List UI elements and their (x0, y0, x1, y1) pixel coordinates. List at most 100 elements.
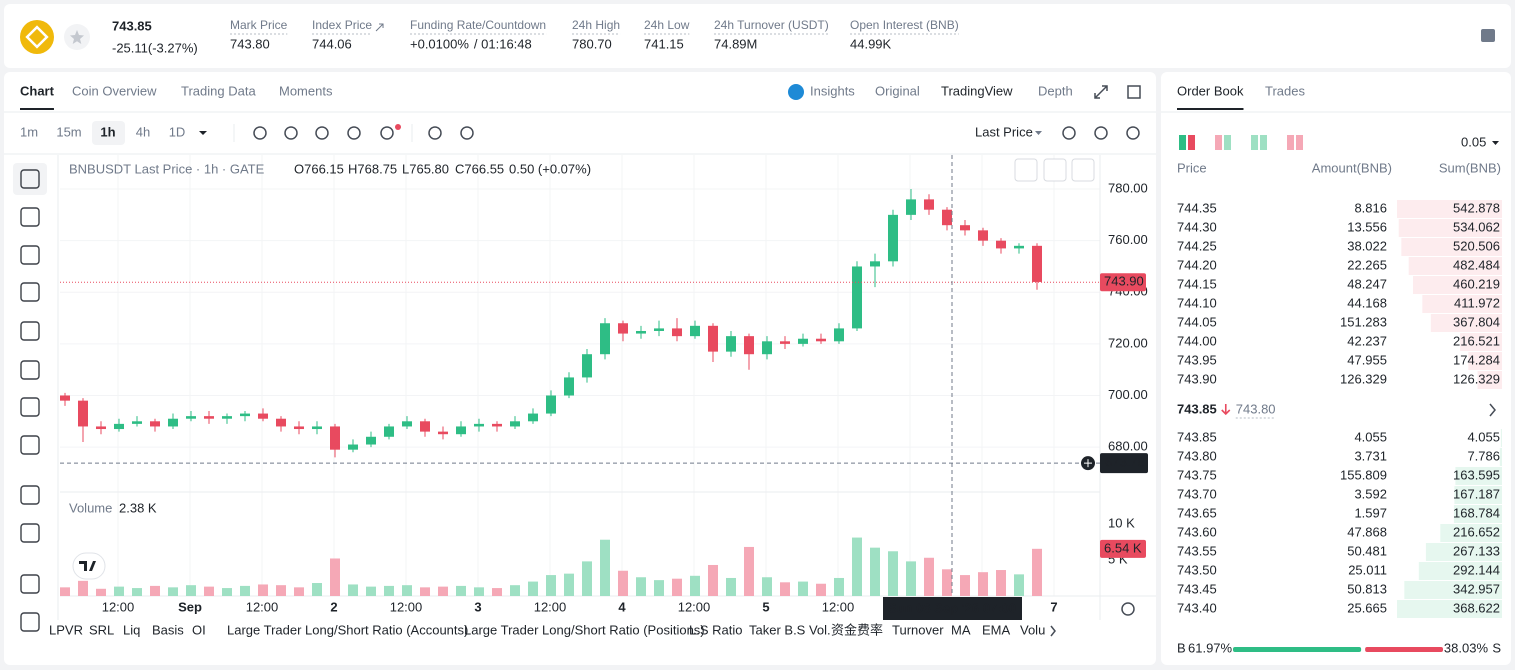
drawing-tool[interactable] (20, 169, 40, 189)
settings-icon[interactable] (1126, 126, 1140, 140)
drawing-tool[interactable] (20, 523, 40, 543)
drawing-tool[interactable] (20, 574, 40, 594)
timeframe[interactable]: 1D (169, 124, 186, 139)
camera-icon[interactable] (1094, 126, 1108, 140)
last-price: 743.85 (112, 18, 152, 33)
drawing-tool[interactable] (20, 612, 40, 632)
replay-icon[interactable] (315, 126, 329, 140)
volume-title: Volume (69, 500, 112, 515)
layout-icon[interactable] (1287, 135, 1294, 150)
redo-icon[interactable] (460, 126, 474, 140)
indicator[interactable]: Large Trader Long/Short Ratio (Accounts) (227, 622, 468, 637)
row-price: 743.90 (1177, 371, 1217, 386)
window-icon[interactable] (1127, 85, 1141, 99)
timeframe[interactable]: 1m (20, 124, 38, 139)
indicator[interactable]: Large Trader Long/Short Ratio (Positions… (464, 622, 705, 637)
drawing-tool[interactable] (20, 360, 40, 380)
undo-icon[interactable] (428, 126, 442, 140)
volume-bar (492, 588, 502, 596)
expand-icon[interactable] (1094, 85, 1108, 99)
volume-bar (672, 578, 682, 596)
orderbook-tab[interactable]: Order Book (1177, 83, 1244, 98)
candle-body (780, 341, 790, 344)
drawing-tool[interactable] (20, 282, 40, 302)
row-amount: 3.731 (1354, 448, 1387, 463)
indicator[interactable]: SRL (89, 622, 114, 637)
drawing-tool[interactable] (20, 485, 40, 505)
volume-value: 2.38 K (119, 500, 157, 515)
row-amount: 3.592 (1354, 486, 1387, 501)
row-sum: 167.187 (1453, 486, 1500, 501)
orderbook-tab[interactable]: Trades (1265, 83, 1305, 98)
indicator[interactable]: Liq (123, 622, 140, 637)
more-arrow[interactable] (1489, 403, 1496, 417)
layout-icon (1296, 135, 1303, 150)
drawing-tool[interactable] (20, 207, 40, 227)
stat-label: 24h Low (644, 18, 690, 32)
row-amount: 126.329 (1340, 371, 1387, 386)
stat-value: 744.06 (312, 36, 352, 51)
stat-label: Funding Rate/Countdown (410, 18, 546, 32)
tv-logo-mark (79, 561, 96, 571)
chart-tab[interactable]: Moments (279, 83, 333, 98)
volume-bar (582, 561, 592, 596)
view-tab[interactable]: Original (875, 83, 920, 98)
indicator[interactable]: EMA (982, 622, 1011, 637)
candle-body (438, 431, 448, 435)
indicator[interactable]: Taker B.S Vol. (749, 622, 831, 637)
timeframe[interactable]: 4h (136, 124, 150, 139)
scroll-button[interactable] (1014, 158, 1038, 182)
drawing-tool[interactable] (20, 435, 40, 455)
settings-gear[interactable] (1121, 602, 1135, 616)
view-tab[interactable]: Depth (1038, 83, 1073, 98)
layout-icon[interactable] (1251, 135, 1258, 150)
indicator[interactable]: L.S Ratio (689, 622, 742, 637)
drawing-tool[interactable] (20, 397, 40, 417)
template-icon[interactable] (347, 126, 361, 140)
plus-icon[interactable] (380, 126, 394, 140)
volume-bar (366, 586, 376, 596)
indicator-icon[interactable] (284, 126, 298, 140)
indicator[interactable]: Basis (152, 622, 184, 637)
timeframe[interactable]: 15m (56, 124, 81, 139)
external-link-icon (375, 23, 384, 32)
volume-bar (186, 585, 196, 596)
view-tab[interactable]: TradingView (941, 83, 1013, 98)
indicator[interactable]: 资金费率 (831, 622, 883, 637)
indicator[interactable]: MA (951, 622, 971, 637)
layout-icon[interactable] (1215, 135, 1222, 150)
candle-body (996, 240, 1006, 249)
chart-tab[interactable]: Trading Data (181, 83, 256, 98)
candle-body (1014, 245, 1024, 249)
layout-icon[interactable] (1179, 135, 1186, 150)
sell-ratio-bar (1365, 647, 1443, 652)
indicator[interactable]: Volu (1020, 622, 1045, 637)
volume-bar (978, 572, 988, 596)
indicator[interactable]: LPVR (49, 622, 83, 637)
candle-body (276, 418, 286, 427)
candle-body (870, 261, 880, 267)
drawing-tool[interactable] (20, 245, 40, 265)
search-icon[interactable] (1062, 126, 1076, 140)
row-price: 744.30 (1177, 219, 1217, 234)
price-type[interactable]: Last Price (975, 124, 1033, 139)
view-tab[interactable]: Insights (810, 83, 855, 98)
candles-icon[interactable] (253, 126, 267, 140)
toggle-button[interactable] (1071, 158, 1095, 182)
volume-bar (888, 551, 898, 596)
timeframe[interactable]: 1h (100, 124, 115, 139)
candle-body (690, 325, 700, 337)
candle-body (240, 413, 250, 417)
stat-label: Open Interest (BNB) (850, 18, 959, 32)
drawing-tool[interactable] (20, 321, 40, 341)
candle-body (852, 266, 862, 329)
time-tick-label: 12:00 (390, 599, 423, 614)
collapse-button[interactable] (1043, 158, 1067, 182)
header-menu-icon[interactable] (1481, 29, 1495, 42)
chart-tab[interactable]: Coin Overview (72, 83, 157, 98)
indicator[interactable]: OI (192, 622, 206, 637)
chart-tab[interactable]: Chart (20, 83, 55, 98)
indicator[interactable]: Turnover (892, 622, 944, 637)
row-price: 743.40 (1177, 600, 1217, 615)
row-amount: 38.022 (1347, 238, 1387, 253)
